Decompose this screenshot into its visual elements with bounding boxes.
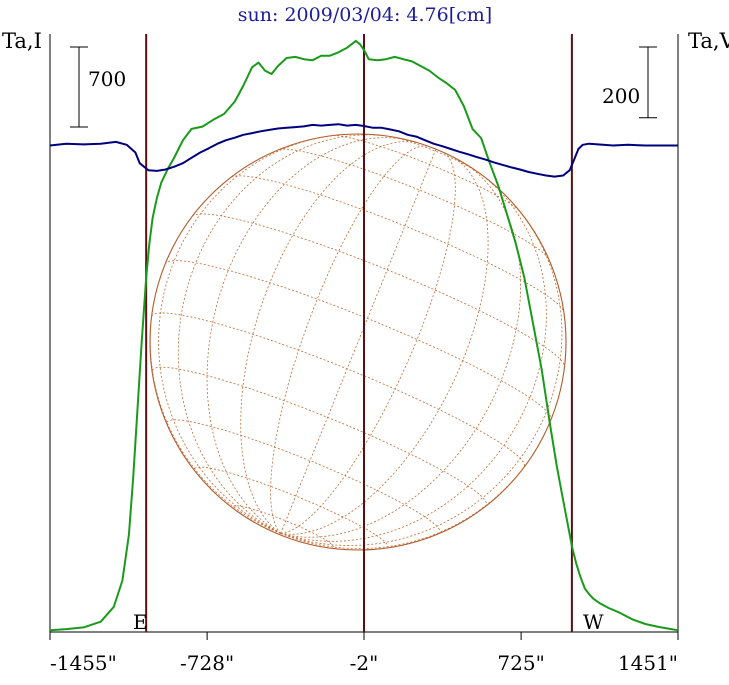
right-axis-label: Ta,V [688, 29, 729, 53]
solar-disk-limb [149, 133, 567, 551]
latitude-line [166, 419, 441, 533]
right-scale-bar-label: 200 [602, 84, 640, 108]
series-line-stokes-i [49, 39, 679, 632]
longitude-line [280, 202, 563, 546]
chart-frame: -1455" -728" -2" 725" 1451" [49, 34, 679, 675]
chart-title: sun: 2009/03/04: 4.76[cm] [238, 4, 492, 26]
latitude-line [164, 260, 552, 420]
solar-grid [149, 133, 567, 551]
longitude-line [158, 134, 344, 534]
x-tick-label-0: -1455" [50, 651, 117, 675]
west-limb-label: W [583, 610, 604, 634]
x-tick-label-2: -2" [350, 651, 379, 675]
x-tick-label-4: 1451" [618, 651, 678, 675]
latitude-line [231, 175, 564, 312]
latitude-line [233, 505, 334, 548]
east-limb-label: E [133, 610, 148, 634]
longitude-line [240, 141, 421, 534]
series-layer [49, 39, 679, 632]
x-tick-label-1: -728" [180, 651, 234, 675]
longitude-line [270, 145, 429, 534]
longitude-line [280, 152, 456, 534]
left-axis-label: Ta,I [2, 29, 42, 53]
series-line-stokes-v [49, 123, 678, 178]
latitude-line [192, 213, 565, 367]
label-layer: sun: 2009/03/04: 4.76[cm] Ta,I Ta,V E W … [2, 4, 729, 634]
longitude-line [280, 171, 547, 542]
longitude-line [177, 134, 391, 534]
latitude-line [151, 366, 487, 506]
left-scale-bar-label: 700 [88, 67, 126, 91]
longitude-line [206, 137, 407, 534]
longitude-line [280, 162, 521, 538]
x-tick-label-3: 725" [497, 651, 544, 675]
longitude-line [280, 149, 437, 534]
longitude-line [280, 155, 489, 535]
